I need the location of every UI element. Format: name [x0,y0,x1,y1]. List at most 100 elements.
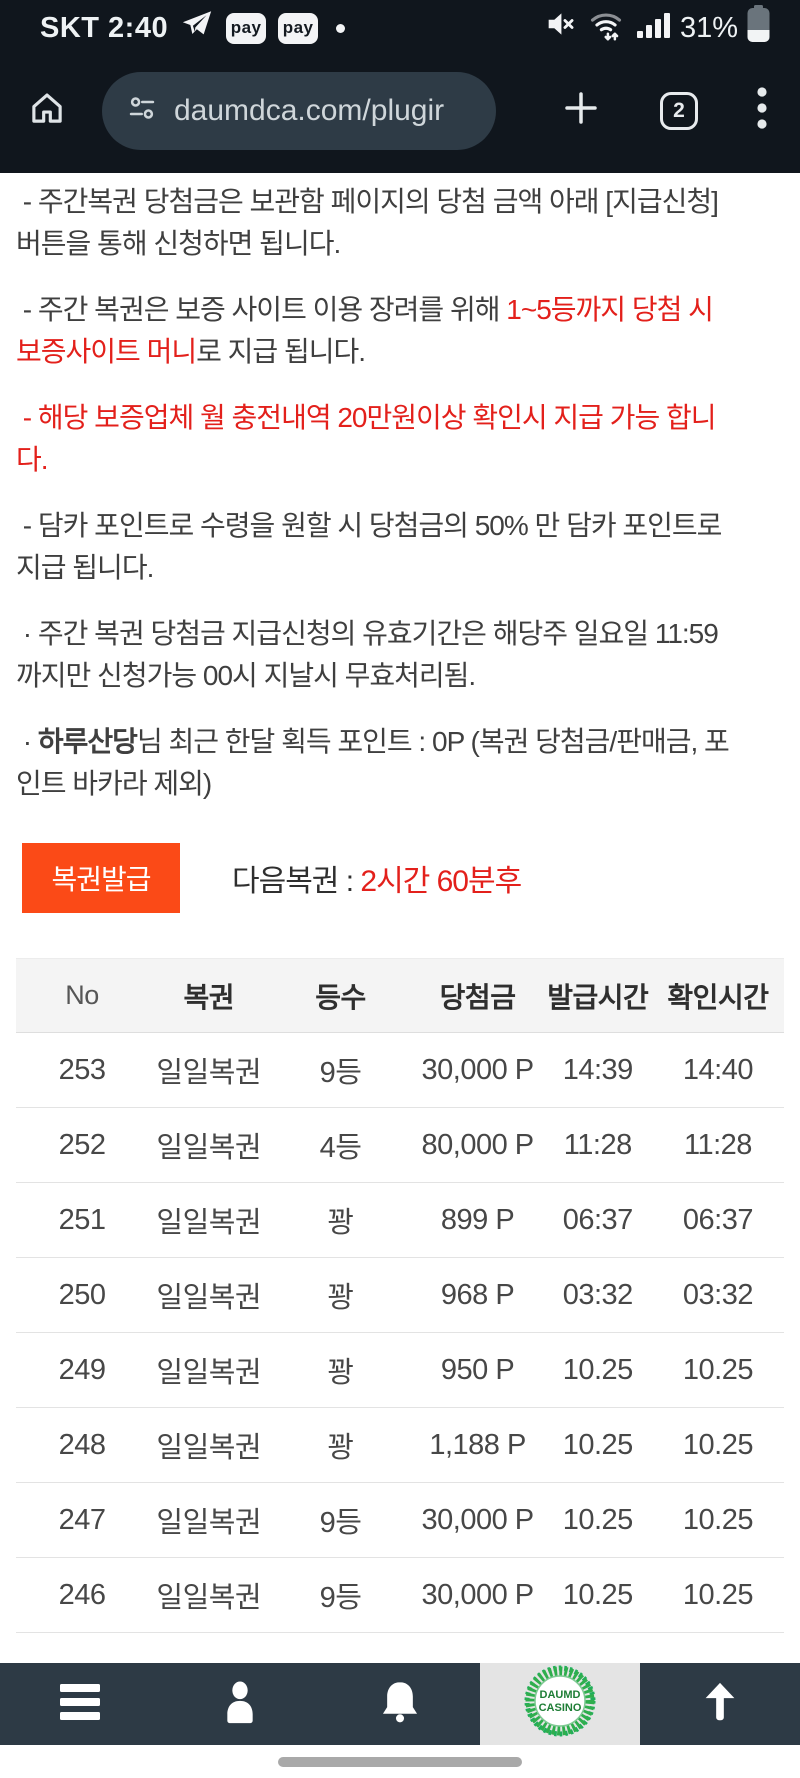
cell-prize: 1,188 P [411,1407,544,1483]
cell-prize: 30,000 P [411,1032,544,1108]
cell-issued: 14:39 [543,1032,652,1108]
cell-lottery: 일일복권 [148,1107,270,1183]
table-row: 250 일일복권 꽝 968 P 03:32 03:32 [16,1257,784,1333]
cell-rank: 9등 [269,1032,412,1108]
cell-no: 252 [16,1107,149,1183]
site-settings-icon[interactable] [126,92,158,129]
notice-paragraph-2: - 주간 복권은 보증 사이트 이용 장려를 위해 1~5등까지 당첨 시 보증… [16,289,784,373]
countdown-label: 다음복권 : [232,865,361,898]
col-header-issued-time: 발급시간 [543,958,652,1033]
cell-prize: 899 P [411,1182,544,1258]
telegram-icon [180,7,214,49]
table-row: 247 일일복권 9등 30,000 P 10.25 10.25 [16,1482,784,1558]
cell-rank: 9등 [269,1557,412,1633]
cell-no: 246 [16,1557,149,1633]
table-header: No 복권 등수 당첨금 발급시간 확인시간 [16,958,784,1033]
cell-no: 247 [16,1482,149,1558]
cell-rank: 꽝 [269,1407,412,1483]
cell-lottery: 일일복권 [148,1032,270,1108]
address-bar[interactable]: daumdca.com/plugir [102,71,496,150]
nav-casino-home-button[interactable]: DAUMD CASINO [480,1663,640,1745]
svg-text:DAUMD: DAUMD [540,1689,581,1701]
profile-icon [220,1679,260,1730]
notice-text: - 담카 포인트로 수령을 원할 시 당첨금의 50% 만 담카 포인트로 지급… [16,510,722,583]
cell-lottery: 일일복권 [148,1182,270,1258]
table-row: 249 일일복권 꽝 950 P 10.25 10.25 [16,1332,784,1408]
battery-percent-label: 31% [679,11,738,44]
notice-text-highlight: - 해당 보증업체 월 충전내역 20만원이상 확인시 지급 가능 합니 다. [16,402,717,475]
table-row: 251 일일복권 꽝 899 P 06:37 06:37 [16,1182,784,1258]
cell-issued: 10.25 [543,1407,652,1483]
cell-lottery: 일일복권 [148,1557,270,1633]
scroll-top-icon [697,1679,743,1730]
notice-paragraph-3: - 해당 보증업체 월 충전내역 20만원이상 확인시 지급 가능 합니 다. [16,397,784,481]
wifi-icon [586,5,626,51]
table-body: 253 일일복권 9등 30,000 P 14:39 14:40 252 일일복권 4등 80,… [16,1032,784,1633]
cell-lottery: 일일복권 [148,1407,270,1483]
cell-no: 253 [16,1032,149,1108]
cell-checked: 10.25 [651,1482,784,1558]
cell-no: 250 [16,1257,149,1333]
issue-lottery-button[interactable]: 복권발급 [22,843,180,913]
bell-icon [377,1678,423,1731]
url-text[interactable]: daumdca.com/plugir [174,93,445,127]
cell-issued: 11:28 [543,1107,652,1183]
col-header-no: No [16,958,149,1033]
status-bar-left: SKT 2:40 pay pay [40,7,346,49]
nav-menu-button[interactable] [0,1663,160,1745]
cell-prize: 30,000 P [411,1482,544,1558]
cell-checked: 10.25 [651,1557,784,1633]
col-header-checked-time: 확인시간 [651,958,784,1033]
menu-kebab-icon[interactable] [756,85,768,136]
pay-app-icon-2: pay [278,12,319,44]
table-row: 253 일일복권 9등 30,000 P 14:39 14:40 [16,1032,784,1108]
tab-counter-button[interactable]: 2 [660,91,698,130]
new-tab-button[interactable] [560,87,602,134]
svg-text:CASINO: CASINO [539,1702,582,1714]
notice-paragraph-5: · 주간 복권 당첨금 지급신청의 유효기간은 해당주 일요일 11:59 까지… [16,613,784,697]
table-row: 252 일일복권 4등 80,000 P 11:28 11:28 [16,1107,784,1183]
menu-icon [58,1683,102,1726]
battery-icon [747,5,770,51]
cell-rank: 4등 [269,1107,412,1183]
status-bar: SKT 2:40 pay pay [0,0,800,56]
nav-notifications-button[interactable] [320,1663,480,1745]
cell-rank: 꽝 [269,1332,412,1408]
cell-rank: 꽝 [269,1257,412,1333]
mute-icon [543,7,577,49]
notice-paragraph-6: · 하루산당님 최근 한달 획득 포인트 : 0P (복권 당첨금/판매금, 포… [16,721,784,805]
cell-checked: 03:32 [651,1257,784,1333]
cell-no: 251 [16,1182,149,1258]
next-lottery-countdown: 다음복권 : 2시간 60분후 [232,856,522,900]
pay-app-icon: pay [226,12,267,44]
cell-checked: 11:28 [651,1107,784,1183]
cell-checked: 10.25 [651,1407,784,1483]
cell-lottery: 일일복권 [148,1482,270,1558]
signal-strength-icon [635,7,671,49]
home-button[interactable] [26,87,68,134]
browser-toolbar: daumdca.com/plugir 2 [0,56,800,173]
cell-lottery: 일일복권 [148,1257,270,1333]
cell-issued: 10.25 [543,1482,652,1558]
nav-scroll-top-button[interactable] [640,1663,800,1745]
cell-checked: 06:37 [651,1182,784,1258]
cell-checked: 10.25 [651,1332,784,1408]
notice-text-highlight: 1~5등까지 당첨 시 보증사이트 머니 [16,294,714,367]
cell-issued: 06:37 [543,1182,652,1258]
home-indicator-handle[interactable] [278,1757,522,1767]
col-header-rank: 등수 [269,958,412,1033]
countdown-value: 2시간 60분후 [360,865,522,898]
notification-dot-icon [336,23,346,33]
cell-prize: 30,000 P [411,1557,544,1633]
bottom-nav-bar: DAUMD CASINO [0,1663,800,1745]
notice-text: 님 최근 한달 획득 포인트 : 0P (복권 당첨금/판매금, 포 인트 바카… [16,726,730,799]
cell-no: 248 [16,1407,149,1483]
notice-paragraph-4: - 담카 포인트로 수령을 원할 시 당첨금의 50% 만 담카 포인트로 지급… [16,505,784,589]
issue-row: 복권발급 다음복권 : 2시간 60분후 [16,843,784,913]
notice-text: - 주간복권 당첨금은 보관함 페이지의 당첨 금액 아래 [지급신청] 버튼을… [16,186,719,259]
page-content: - 주간복권 당첨금은 보관함 페이지의 당첨 금액 아래 [지급신청] 버튼을… [0,173,800,1633]
table-row: 246 일일복권 9등 30,000 P 10.25 10.25 [16,1557,784,1633]
cell-prize: 80,000 P [411,1107,544,1183]
nav-profile-button[interactable] [160,1663,320,1745]
